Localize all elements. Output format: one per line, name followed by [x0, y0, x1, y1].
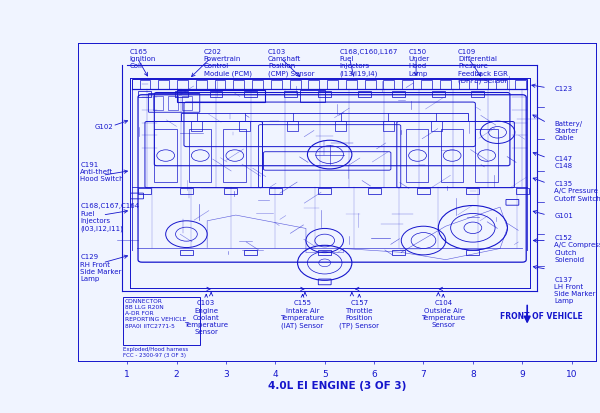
Bar: [158, 81, 169, 90]
Bar: [138, 92, 151, 98]
Bar: [318, 250, 331, 256]
Bar: [182, 97, 193, 111]
Bar: [496, 81, 507, 90]
Bar: [431, 122, 442, 131]
Bar: [392, 250, 405, 256]
Bar: [215, 81, 226, 90]
Text: FRONT OF VEHICLE: FRONT OF VEHICLE: [500, 311, 583, 320]
Bar: [244, 250, 257, 256]
Bar: [287, 122, 298, 131]
Text: Exploded/Hood harness
FCC - 2300-97 (3 OF 3): Exploded/Hood harness FCC - 2300-97 (3 O…: [123, 347, 188, 358]
Bar: [132, 80, 527, 90]
Bar: [466, 250, 479, 256]
Text: C202
Powertrain
Control
Module (PCM): C202 Powertrain Control Module (PCM): [204, 49, 252, 77]
Bar: [284, 92, 296, 98]
Bar: [308, 81, 319, 90]
Bar: [458, 81, 469, 90]
Text: G101: G101: [554, 212, 573, 218]
Text: C155
Intake Air
Temperature
(IAT) Sensor: C155 Intake Air Temperature (IAT) Sensor: [280, 300, 325, 328]
Bar: [140, 81, 151, 90]
Bar: [244, 92, 257, 98]
Text: C109
Differential
Pressure
Feedback EGR
(DPFE) Sensor: C109 Differential Pressure Feedback EGR …: [458, 49, 508, 84]
Text: C104
Outside Air
Temperature
Sensor: C104 Outside Air Temperature Sensor: [421, 300, 465, 328]
Bar: [441, 130, 463, 182]
Text: C129
RH Front
Side Marker
Lamp: C129 RH Front Side Marker Lamp: [80, 254, 122, 281]
Text: C157
Throttle
Position
(TP) Sensor: C157 Throttle Position (TP) Sensor: [339, 300, 379, 328]
Bar: [383, 122, 394, 131]
Bar: [472, 92, 484, 98]
Text: C135
A/C Pressure
Cutoff Switch: C135 A/C Pressure Cutoff Switch: [554, 180, 600, 201]
Text: C168,C167,C164
Fuel
Injectors
(I03,I12,I11): C168,C167,C164 Fuel Injectors (I03,I12,I…: [80, 203, 139, 231]
Bar: [176, 91, 265, 103]
Bar: [432, 92, 445, 98]
Bar: [223, 130, 245, 182]
Bar: [209, 92, 223, 98]
Bar: [417, 189, 430, 195]
Bar: [175, 92, 188, 98]
Bar: [196, 81, 206, 90]
Bar: [358, 92, 371, 98]
Bar: [392, 92, 405, 98]
Text: C168,C160,L167
Fuel
Injectors
(I13,I19,I4): C168,C160,L167 Fuel Injectors (I13,I19,I…: [340, 49, 398, 77]
Text: C147
C148: C147 C148: [554, 155, 572, 169]
Text: C150
Under
Hood
Lamp: C150 Under Hood Lamp: [409, 49, 430, 76]
Bar: [271, 81, 282, 90]
Bar: [180, 250, 193, 256]
Bar: [318, 189, 331, 195]
Bar: [252, 81, 263, 90]
Bar: [138, 189, 151, 195]
Bar: [300, 91, 325, 103]
Bar: [406, 130, 428, 182]
Text: Battery/
Starter
Cable: Battery/ Starter Cable: [554, 120, 583, 141]
Bar: [335, 122, 346, 131]
Bar: [189, 130, 211, 182]
Bar: [233, 81, 244, 90]
Bar: [466, 189, 479, 195]
Bar: [515, 81, 526, 90]
Text: G102: G102: [95, 123, 114, 129]
Bar: [191, 122, 202, 131]
Bar: [154, 130, 176, 182]
Bar: [402, 81, 413, 90]
Text: CONNECTOR
8B LLG R20N
A-DR FOR
REPORTING VEHICLE
8PA0I IITC2771-5: CONNECTOR 8B LLG R20N A-DR FOR REPORTING…: [125, 298, 186, 328]
Text: C137
LH Front
Side Marker
Lamp: C137 LH Front Side Marker Lamp: [554, 276, 596, 304]
X-axis label: 4.0L EI ENGINE (3 OF 3): 4.0L EI ENGINE (3 OF 3): [268, 380, 406, 389]
Bar: [181, 114, 468, 122]
Bar: [224, 189, 237, 195]
Bar: [177, 81, 188, 90]
Bar: [269, 189, 282, 195]
Bar: [327, 81, 338, 90]
Bar: [123, 297, 200, 345]
Bar: [167, 97, 178, 111]
Bar: [383, 81, 394, 90]
Text: C103
Camshaft
Position
(CMP) Sensor: C103 Camshaft Position (CMP) Sensor: [268, 49, 314, 77]
Text: C191
Anti-theft
Hood Switch: C191 Anti-theft Hood Switch: [80, 161, 124, 182]
Bar: [346, 81, 357, 90]
Bar: [440, 81, 451, 90]
Bar: [239, 122, 250, 131]
Bar: [475, 130, 497, 182]
Bar: [153, 97, 163, 111]
Bar: [421, 81, 432, 90]
Bar: [478, 81, 488, 90]
Bar: [368, 189, 380, 195]
Bar: [365, 81, 376, 90]
Text: C165
Ignition
Coil: C165 Ignition Coil: [130, 49, 156, 69]
Bar: [180, 189, 193, 195]
Bar: [516, 189, 529, 195]
Bar: [318, 92, 331, 98]
Text: C123: C123: [554, 85, 572, 91]
Bar: [290, 81, 301, 90]
Text: C103
Engine
Coolant
Temperature
Sensor: C103 Engine Coolant Temperature Sensor: [184, 300, 228, 335]
Text: C152
A/C Compressor
Clutch
Solenoid: C152 A/C Compressor Clutch Solenoid: [554, 235, 600, 262]
